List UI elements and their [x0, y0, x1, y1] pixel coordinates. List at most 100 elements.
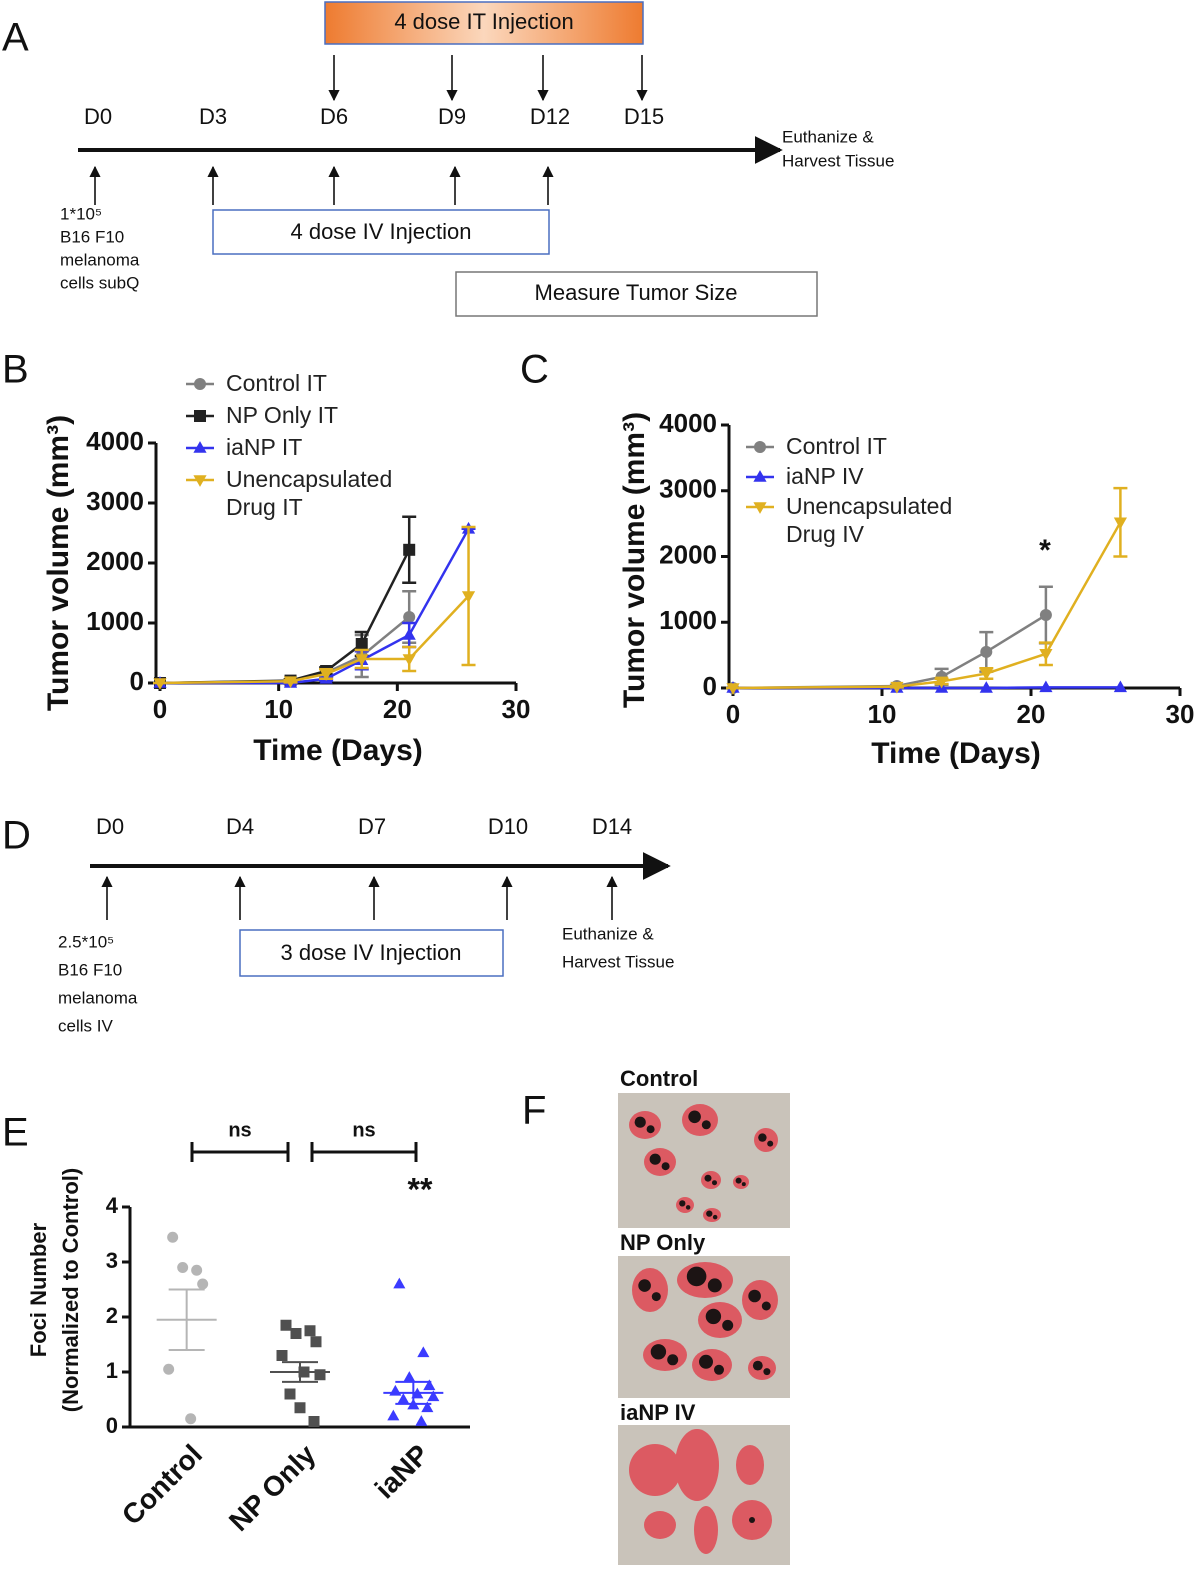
marker: [276, 1350, 288, 1361]
legend-entry: Control IT: [226, 370, 327, 396]
annotation: ns: [352, 1119, 375, 1141]
x-tick-label: iaNP: [369, 1439, 435, 1505]
marker: [935, 676, 949, 689]
x-axis-label: Time (Days): [253, 734, 423, 767]
y-tick-label: 4: [106, 1193, 119, 1218]
annotation: *: [1039, 534, 1051, 567]
day-label: D0: [96, 814, 124, 839]
it-box: [324, 1, 644, 45]
bracket: [190, 1142, 290, 1162]
y-tick-label: 3000: [659, 474, 717, 504]
tissue: [675, 1429, 719, 1501]
focus: [661, 1162, 670, 1171]
tissue: [694, 1506, 718, 1554]
marker: [415, 1415, 428, 1426]
y-tick-label: 1: [106, 1358, 118, 1383]
marker: [193, 475, 207, 487]
y-tick-label: 0: [703, 671, 717, 701]
end-note: Euthanize &: [562, 924, 654, 943]
marker: [403, 611, 416, 623]
series-line: [732, 613, 1047, 690]
legend-entry: iaNP IV: [786, 463, 864, 489]
tissue: [632, 1268, 668, 1312]
focus: [699, 1354, 713, 1369]
series-line: [159, 549, 411, 685]
marker: [153, 678, 167, 690]
day-label: D3: [199, 104, 227, 129]
y-axis-label: Foci Number: [26, 1222, 51, 1357]
marker: [753, 470, 767, 482]
marker: [177, 1262, 189, 1273]
marker: [290, 1328, 302, 1339]
tissue: [644, 1511, 676, 1539]
measure-box: [455, 271, 818, 317]
cell-note: melanoma: [60, 250, 140, 269]
focus: [686, 1266, 707, 1287]
focus: [707, 1278, 722, 1293]
end-note: Harvest Tissue: [782, 151, 894, 170]
legend-label: iaNP IV: [786, 463, 864, 489]
legend-entry: Unencapsulated Drug IT: [226, 466, 392, 520]
iv-box: [239, 929, 504, 977]
cell-note: cells IV: [58, 1016, 113, 1035]
marker: [1039, 609, 1052, 622]
focus: [741, 1182, 746, 1187]
marker: [753, 502, 767, 514]
marker: [355, 654, 369, 666]
day-label: D14: [592, 814, 632, 839]
legend-entry: NP Only IT: [226, 402, 339, 428]
focus: [748, 1289, 761, 1303]
legend-label: iaNP IT: [226, 434, 303, 460]
marker: [280, 1319, 292, 1331]
y-tick-label: 1000: [86, 606, 144, 636]
panel-label: D: [2, 814, 31, 858]
day-label: D6: [320, 104, 348, 129]
marker: [389, 1384, 402, 1396]
focus: [651, 1292, 661, 1302]
focus: [749, 1517, 755, 1523]
y-axis-label: Tumor volume (mm³): [42, 415, 75, 711]
tissue: [742, 1280, 778, 1320]
marker: [402, 654, 416, 666]
legend-label: NP Only IT: [226, 402, 339, 428]
end-note: Euthanize &: [782, 127, 874, 146]
y-tick-label: 2: [106, 1303, 118, 1328]
marker: [1039, 649, 1053, 661]
y-tick-label: 3: [106, 1248, 118, 1273]
marker: [194, 410, 206, 422]
marker: [194, 378, 206, 390]
marker: [185, 1413, 197, 1425]
marker: [308, 1416, 320, 1427]
y-axis-label: Tumor volume (mm³): [618, 412, 651, 708]
iv-box-label: 3 dose IV Injection: [280, 940, 461, 965]
series-line: [159, 595, 470, 685]
marker: [193, 441, 207, 453]
marker: [163, 1363, 175, 1375]
sem-bar: [282, 1361, 318, 1383]
marker: [167, 1231, 179, 1243]
focus: [761, 1301, 771, 1311]
day-label: D7: [358, 814, 386, 839]
focus: [688, 1110, 701, 1124]
marker: [421, 1401, 434, 1413]
y-axis-label: (Normalized to Control): [58, 1168, 83, 1412]
marker: [417, 1346, 430, 1358]
x-axis-label: Time (Days): [871, 737, 1041, 770]
focus: [646, 1125, 655, 1134]
marker: [393, 1277, 406, 1289]
photo-label: iaNP IV: [620, 1400, 696, 1425]
marker: [1113, 517, 1127, 530]
day-label: D15: [624, 104, 664, 129]
bracket: [310, 1142, 418, 1162]
x-tick-label: 10: [264, 694, 293, 724]
marker: [397, 1393, 410, 1404]
marker: [294, 1402, 306, 1414]
y-tick-label: 0: [106, 1413, 118, 1438]
legend-entry: iaNP IT: [226, 434, 303, 460]
iv-box: [212, 209, 550, 255]
panel-label: A: [2, 16, 29, 60]
focus: [767, 1140, 774, 1147]
marker: [890, 681, 904, 694]
